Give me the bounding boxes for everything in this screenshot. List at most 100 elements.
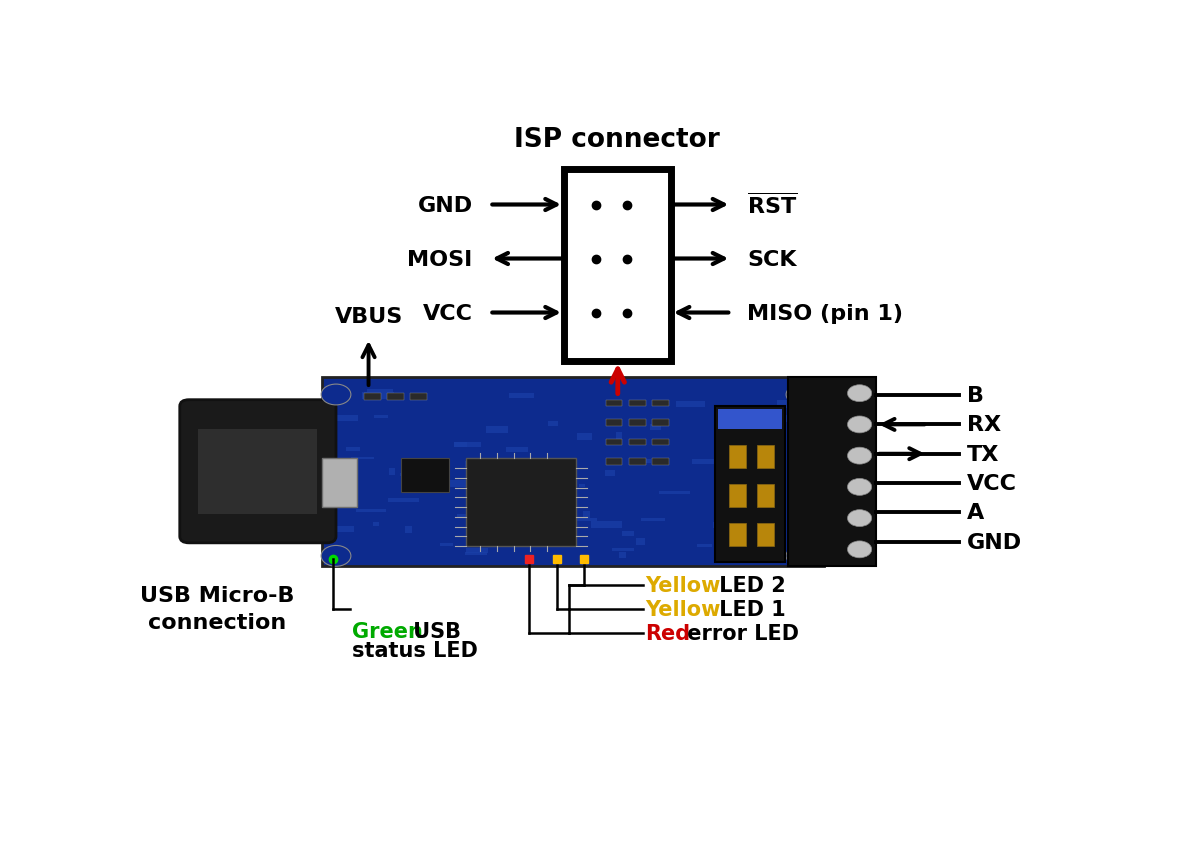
Circle shape xyxy=(786,385,816,405)
Bar xyxy=(653,400,668,407)
Bar xyxy=(400,473,432,477)
Bar xyxy=(355,509,385,512)
Bar xyxy=(788,377,876,566)
Bar xyxy=(622,532,635,536)
Bar xyxy=(505,447,528,452)
Bar xyxy=(757,484,774,507)
Bar xyxy=(730,446,746,468)
Text: VCC: VCC xyxy=(966,473,1016,494)
Bar xyxy=(564,170,671,361)
Bar xyxy=(653,439,668,446)
Text: Yellow: Yellow xyxy=(644,576,720,595)
Bar xyxy=(575,518,596,522)
Bar xyxy=(653,458,668,465)
Text: $\overline{\mathbf{RST}}$: $\overline{\mathbf{RST}}$ xyxy=(748,192,797,218)
Text: LED 1: LED 1 xyxy=(712,599,786,619)
Bar xyxy=(439,480,467,487)
Circle shape xyxy=(847,510,871,527)
Bar xyxy=(516,510,544,514)
Bar xyxy=(454,443,481,448)
Bar xyxy=(367,390,392,392)
Bar xyxy=(758,448,773,452)
Text: A: A xyxy=(966,503,984,522)
Bar xyxy=(730,484,746,507)
Bar xyxy=(713,522,742,528)
Bar xyxy=(493,533,523,540)
Bar xyxy=(577,433,593,441)
Bar xyxy=(440,544,452,546)
Bar xyxy=(582,511,590,518)
Text: VCC: VCC xyxy=(422,303,473,323)
Bar xyxy=(335,470,350,473)
Circle shape xyxy=(786,546,816,566)
Bar xyxy=(715,407,785,563)
Bar xyxy=(762,511,778,517)
Text: MISO (pin 1): MISO (pin 1) xyxy=(748,303,904,323)
Bar xyxy=(692,460,719,464)
Bar xyxy=(776,401,798,408)
Bar xyxy=(389,468,395,476)
Bar xyxy=(198,430,318,514)
Text: LED 2: LED 2 xyxy=(712,576,786,595)
Text: MOSI: MOSI xyxy=(408,249,473,269)
Bar xyxy=(697,544,712,547)
Text: Green: Green xyxy=(352,621,422,641)
Bar xyxy=(788,513,806,517)
Bar xyxy=(406,526,412,533)
Bar xyxy=(650,425,661,430)
FancyBboxPatch shape xyxy=(180,400,336,544)
Bar xyxy=(629,419,646,426)
Bar xyxy=(476,538,499,543)
Bar xyxy=(580,484,584,487)
Bar xyxy=(605,470,616,476)
Bar xyxy=(322,459,358,507)
Bar xyxy=(619,552,626,558)
Bar xyxy=(719,410,782,430)
Text: ISP connector: ISP connector xyxy=(515,127,720,154)
Text: Red: Red xyxy=(644,623,690,643)
Bar xyxy=(388,393,404,400)
Bar xyxy=(606,419,623,426)
Bar xyxy=(740,452,755,454)
Bar xyxy=(606,400,623,407)
Bar xyxy=(350,457,374,460)
Bar xyxy=(410,393,427,400)
Bar xyxy=(401,458,450,493)
Circle shape xyxy=(847,447,871,464)
Bar xyxy=(373,522,379,527)
Text: USB Micro-B
connection: USB Micro-B connection xyxy=(139,586,294,632)
Bar xyxy=(467,459,576,546)
Bar xyxy=(755,448,781,452)
Bar xyxy=(629,439,646,446)
Bar xyxy=(606,458,623,465)
Bar xyxy=(653,419,668,426)
Bar xyxy=(629,458,646,465)
Bar xyxy=(347,447,360,452)
Text: TX: TX xyxy=(966,444,998,464)
Bar xyxy=(730,523,746,546)
Bar xyxy=(659,491,690,494)
Circle shape xyxy=(322,385,350,405)
Bar xyxy=(629,400,646,407)
Bar xyxy=(726,521,736,523)
Bar xyxy=(590,522,623,528)
Bar xyxy=(641,518,665,522)
Circle shape xyxy=(322,546,350,566)
Text: SCK: SCK xyxy=(748,249,797,269)
Text: RX: RX xyxy=(966,415,1001,435)
Circle shape xyxy=(847,541,871,558)
Bar xyxy=(322,377,824,566)
Bar xyxy=(612,549,634,552)
Bar xyxy=(636,538,646,545)
Bar xyxy=(757,523,774,546)
Text: GND: GND xyxy=(418,195,473,215)
Text: VBUS: VBUS xyxy=(335,307,403,327)
Bar xyxy=(454,442,468,447)
Text: Yellow: Yellow xyxy=(644,599,720,619)
Bar xyxy=(457,514,488,518)
Circle shape xyxy=(847,479,871,495)
Bar xyxy=(606,439,623,446)
Bar xyxy=(467,549,488,553)
Bar xyxy=(389,499,419,502)
Text: USB: USB xyxy=(406,621,461,641)
